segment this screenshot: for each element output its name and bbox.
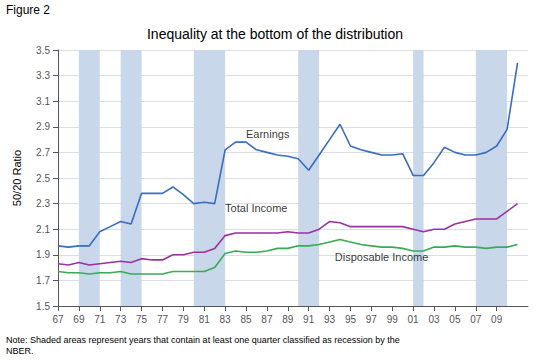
svg-text:73: 73 (115, 314, 127, 325)
svg-text:87: 87 (261, 314, 273, 325)
svg-text:95: 95 (345, 314, 357, 325)
svg-text:77: 77 (157, 314, 169, 325)
svg-text:3.3: 3.3 (36, 70, 50, 81)
svg-text:Note: Shaded areas represent y: Note: Shaded areas represent years that … (6, 335, 400, 345)
svg-text:75: 75 (136, 314, 148, 325)
svg-text:09: 09 (491, 314, 503, 325)
svg-text:Inequality at the bottom of th: Inequality at the bottom of the distribu… (147, 26, 403, 42)
svg-text:79: 79 (178, 314, 190, 325)
svg-text:89: 89 (282, 314, 294, 325)
svg-text:03: 03 (428, 314, 440, 325)
svg-text:NBER.: NBER. (6, 346, 34, 356)
svg-text:2.3: 2.3 (36, 198, 50, 209)
svg-text:Total Income: Total Income (225, 202, 287, 214)
svg-text:67: 67 (52, 314, 64, 325)
svg-text:93: 93 (324, 314, 336, 325)
svg-text:1.7: 1.7 (36, 275, 50, 286)
svg-text:05: 05 (449, 314, 461, 325)
svg-text:85: 85 (240, 314, 252, 325)
svg-text:Earnings: Earnings (246, 128, 290, 140)
svg-text:01: 01 (408, 314, 420, 325)
svg-text:1.9: 1.9 (36, 249, 50, 260)
svg-text:83: 83 (220, 314, 232, 325)
svg-text:91: 91 (303, 314, 315, 325)
svg-text:2.5: 2.5 (36, 173, 50, 184)
svg-text:2.7: 2.7 (36, 147, 50, 158)
svg-text:1.5: 1.5 (36, 301, 50, 312)
svg-text:50/20 Ratio: 50/20 Ratio (11, 150, 23, 206)
svg-text:97: 97 (366, 314, 378, 325)
svg-text:2.1: 2.1 (36, 224, 50, 235)
svg-text:07: 07 (470, 314, 482, 325)
svg-text:69: 69 (73, 314, 85, 325)
svg-text:2.9: 2.9 (36, 121, 50, 132)
svg-text:71: 71 (94, 314, 106, 325)
svg-text:99: 99 (387, 314, 399, 325)
svg-text:81: 81 (199, 314, 211, 325)
svg-text:Figure 2: Figure 2 (6, 3, 50, 17)
svg-text:Disposable Income: Disposable Income (335, 251, 429, 263)
svg-text:3.5: 3.5 (36, 45, 50, 56)
svg-text:3.1: 3.1 (36, 96, 50, 107)
